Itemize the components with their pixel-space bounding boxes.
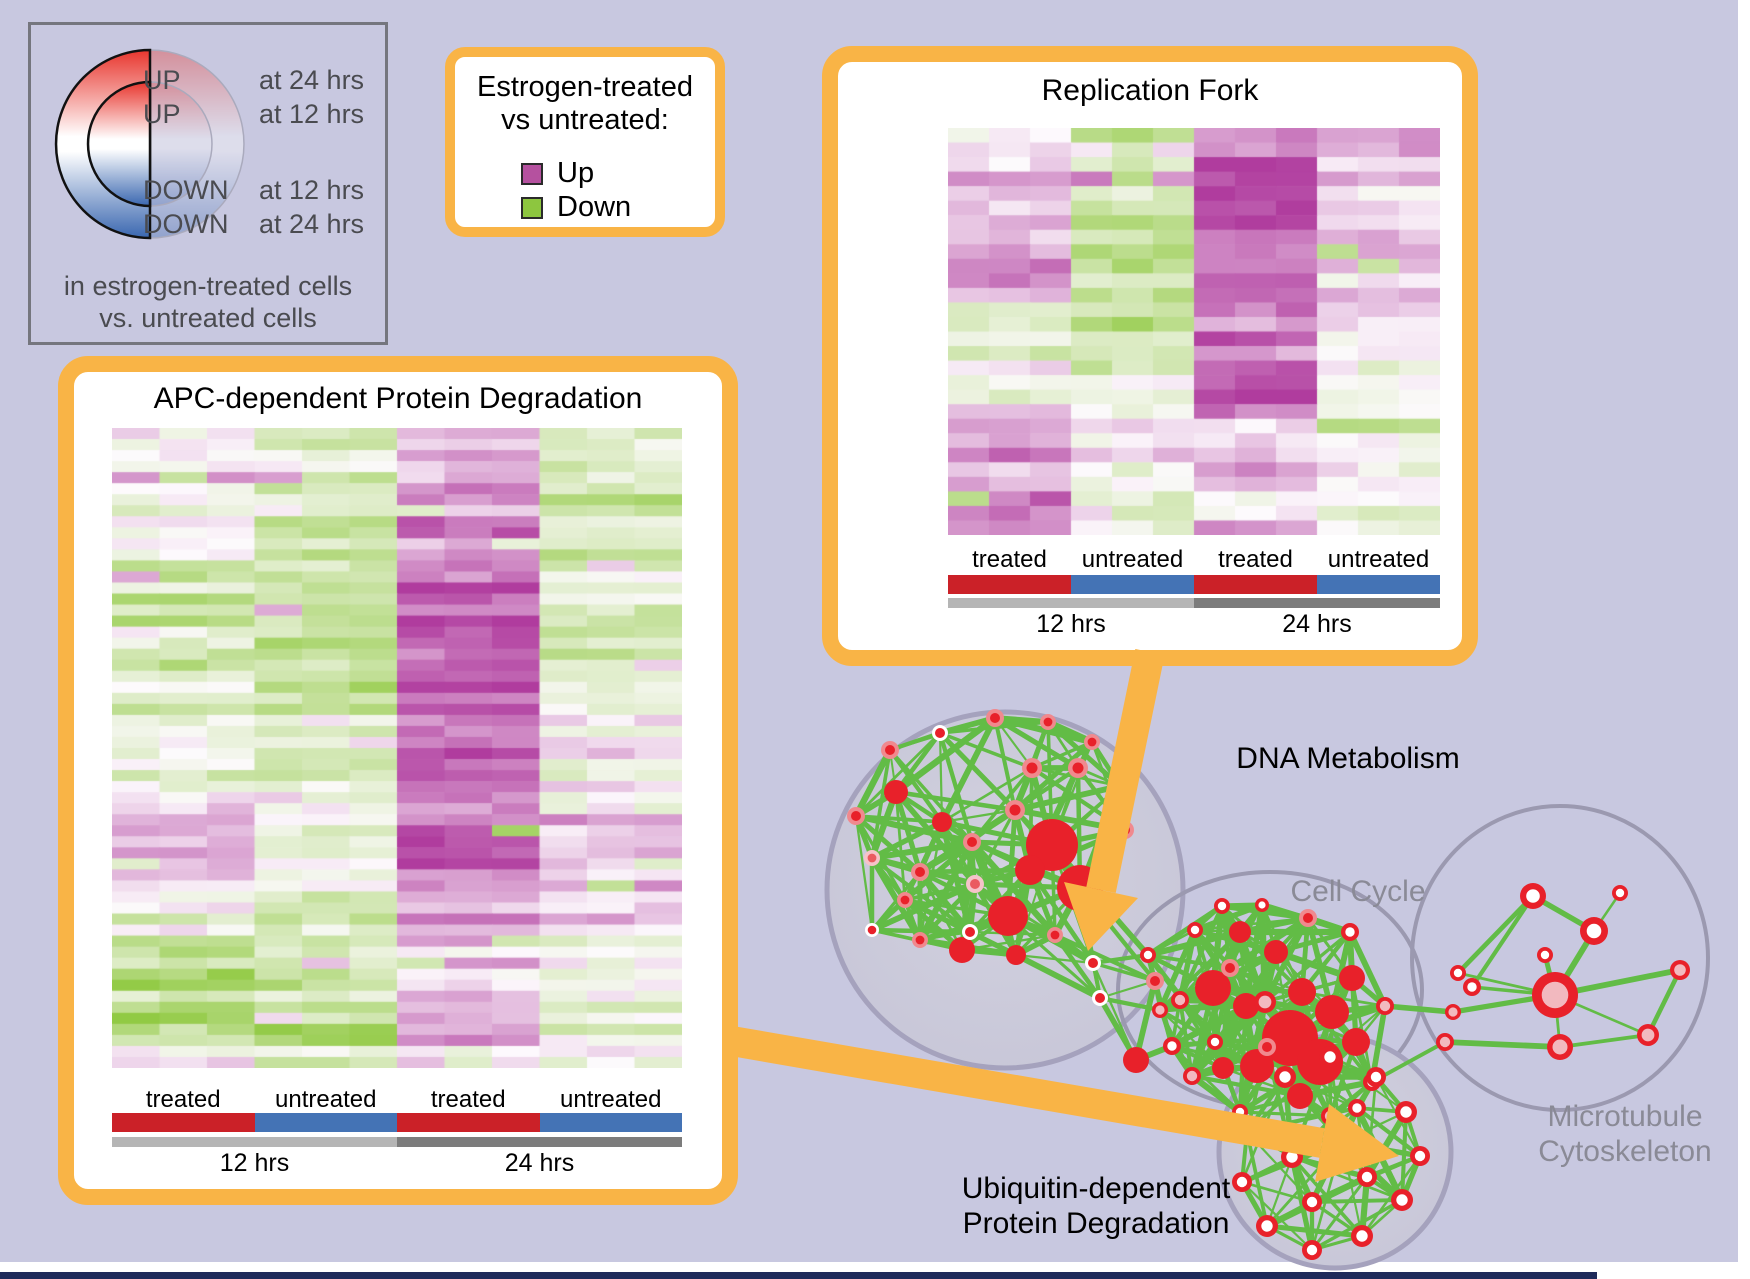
rf-time-labels: 12 hrs 24 hrs — [948, 610, 1440, 640]
apc-degradation-panel: APC-dependent Protein Degradation treate… — [58, 356, 738, 1205]
up-swatch — [521, 162, 543, 185]
rf-time-label-12: 12 hrs — [1036, 610, 1106, 638]
apc-treatment-colorbar — [112, 1113, 682, 1132]
key-footer-line2: vs. untreated cells — [99, 303, 317, 333]
rf-group-label-4: untreated — [1327, 546, 1430, 573]
key-up-12-time: at 12 hrs — [259, 99, 365, 129]
apc-title: APC-dependent Protein Degradation — [153, 382, 643, 415]
apc-bar-untreated-24 — [539, 1113, 682, 1132]
legend-title-line2: vs untreated: — [501, 104, 669, 136]
rf-group-labels: treated untreated treated untreated — [948, 546, 1440, 573]
estrogen-legend-box: Estrogen-treated vs untreated: Up Down — [445, 47, 725, 237]
rf-bar-treated-12 — [948, 575, 1071, 594]
rf-bar-untreated-12 — [1071, 575, 1194, 594]
up-label: Up — [557, 157, 595, 189]
rf-bar-untreated-24 — [1317, 575, 1440, 594]
vivid-left-half — [54, 48, 152, 240]
apc-bar-untreated-12 — [254, 1113, 397, 1132]
legend-item-up: Up — [521, 157, 594, 190]
rf-time-label-24: 24 hrs — [1282, 610, 1352, 638]
apc-time-label-12: 12 hrs — [219, 1149, 290, 1177]
apc-bar-24hrs — [397, 1137, 682, 1147]
updown-gradient-circle — [54, 48, 245, 240]
replication-fork-heatmap — [948, 128, 1440, 535]
legend-title-line1: Estrogen-treated — [476, 71, 693, 103]
rf-bar-12hrs — [948, 598, 1194, 608]
apc-time-label-24: 24 hrs — [504, 1149, 575, 1177]
replication-fork-panel: Replication Fork treated untreated treat… — [822, 46, 1478, 666]
key-up-24-label: UP — [143, 65, 181, 95]
rf-group-label-2: untreated — [1081, 546, 1184, 573]
rf-bar-treated-24 — [1194, 575, 1317, 594]
apc-group-labels: treated untreated treated untreated — [112, 1086, 682, 1113]
faded-right-half — [149, 49, 245, 239]
apc-bar-treated-24 — [397, 1113, 540, 1132]
down-label: Down — [557, 191, 632, 223]
rf-treatment-colorbar — [948, 575, 1440, 594]
apc-time-bar — [112, 1137, 682, 1147]
key-down-24-time: at 24 hrs — [259, 209, 365, 239]
apc-group-label-1: treated — [145, 1086, 221, 1113]
down-swatch — [521, 196, 543, 219]
key-down-12-label: DOWN — [143, 175, 229, 205]
key-down-12-time: at 12 hrs — [259, 175, 365, 205]
apc-time-labels: 12 hrs 24 hrs — [112, 1149, 682, 1179]
rf-bar-24hrs — [1194, 598, 1440, 608]
key-up-12-label: UP — [143, 99, 181, 129]
replication-fork-title: Replication Fork — [1041, 74, 1259, 107]
apc-group-label-3: treated — [430, 1086, 506, 1113]
bottom-edge-line — [0, 1272, 1597, 1279]
apc-bar-treated-12 — [112, 1113, 255, 1132]
key-up-24-time: at 24 hrs — [259, 65, 365, 95]
rf-group-label-3: treated — [1218, 546, 1293, 573]
apc-bar-12hrs — [112, 1137, 397, 1147]
key-footer-line1: in estrogen-treated cells — [63, 271, 353, 301]
key-down-24-label: DOWN — [143, 209, 229, 239]
rf-time-bar — [948, 598, 1440, 608]
apc-group-label-2: untreated — [275, 1086, 377, 1113]
updown-key-box: UP at 24 hrs UP at 12 hrs DOWN at 12 hrs… — [28, 22, 388, 345]
apc-group-label-4: untreated — [560, 1086, 662, 1113]
legend-item-down: Down — [521, 191, 631, 224]
apc-heatmap — [112, 428, 682, 1068]
rf-group-label-1: treated — [972, 546, 1047, 573]
